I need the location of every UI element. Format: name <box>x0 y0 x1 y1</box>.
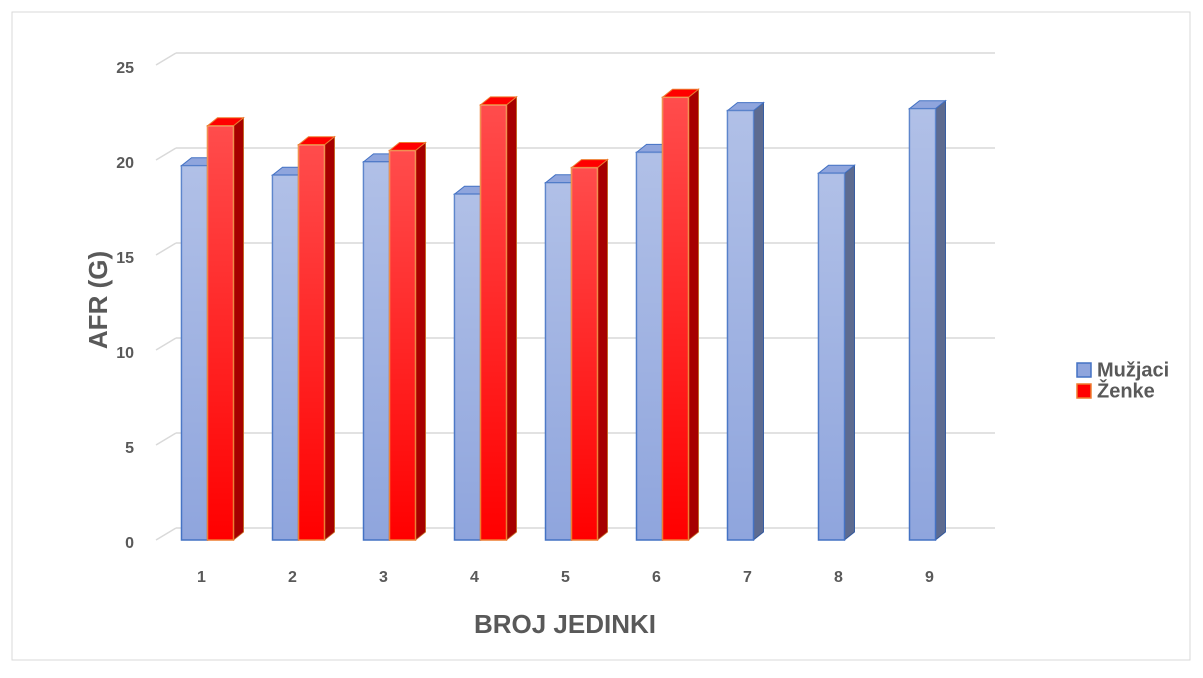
bar <box>661 88 700 542</box>
legend-label: Mužjaci <box>1097 359 1169 381</box>
bar <box>388 141 427 542</box>
bar-side-shade <box>233 117 244 541</box>
bar <box>817 164 856 542</box>
grid-line <box>155 147 177 161</box>
y-tick-label: 10 <box>116 345 134 362</box>
bar-side-shade <box>324 136 335 541</box>
bar-side-shade <box>753 102 764 540</box>
x-tick-label: 9 <box>925 569 934 586</box>
x-tick-label: 6 <box>652 569 661 586</box>
bar-side-shade <box>844 165 855 541</box>
bar <box>726 101 765 542</box>
y-tick-label: 0 <box>125 535 134 552</box>
bar <box>570 158 609 542</box>
x-tick-label: 4 <box>470 569 479 586</box>
y-axis-title: AFR (G) <box>83 251 113 349</box>
bar-shine <box>727 110 754 540</box>
bar-shine <box>662 97 689 541</box>
bar-shine <box>818 173 845 541</box>
bar-side-shade <box>935 100 946 540</box>
bar-shine <box>454 194 481 540</box>
bar-side-shade <box>597 159 608 540</box>
legend-swatch <box>1076 362 1092 378</box>
bar-shine <box>636 152 663 540</box>
grid-line <box>155 242 177 256</box>
grid-line <box>155 432 177 446</box>
y-tick-label: 5 <box>125 440 134 457</box>
bar-side-shade <box>415 142 426 540</box>
bar-shine <box>272 175 299 540</box>
y-tick-label: 20 <box>116 155 134 172</box>
bar <box>479 95 518 542</box>
x-tick-label: 8 <box>834 569 843 586</box>
bar-shine <box>181 165 208 540</box>
x-tick-label: 1 <box>197 569 206 586</box>
bar-side-shade <box>506 96 517 541</box>
x-axis-title: BROJ JEDINKI <box>474 609 656 639</box>
grid-line <box>155 527 177 541</box>
x-tick-label: 5 <box>561 569 570 586</box>
grid-line <box>155 52 177 66</box>
bar-shine <box>298 144 325 541</box>
grid-line <box>155 337 177 351</box>
legend-label: Ženke <box>1097 378 1155 402</box>
bar-shine <box>571 167 598 540</box>
bar-shine <box>545 182 572 541</box>
y-tick-label: 25 <box>116 60 134 77</box>
bar-shine <box>480 104 507 541</box>
bar <box>206 116 245 542</box>
bar-shine <box>389 150 416 540</box>
bar <box>297 135 336 542</box>
bar-shine <box>207 125 234 541</box>
bar-shine <box>909 108 936 540</box>
x-tick-label: 3 <box>379 569 388 586</box>
x-tick-label: 7 <box>743 569 752 586</box>
bar-shine <box>363 161 390 540</box>
x-tick-label: 2 <box>288 569 297 586</box>
bar <box>908 99 947 542</box>
y-tick-label: 15 <box>116 250 134 267</box>
bar-side-shade <box>688 89 699 541</box>
legend-swatch <box>1076 383 1092 399</box>
